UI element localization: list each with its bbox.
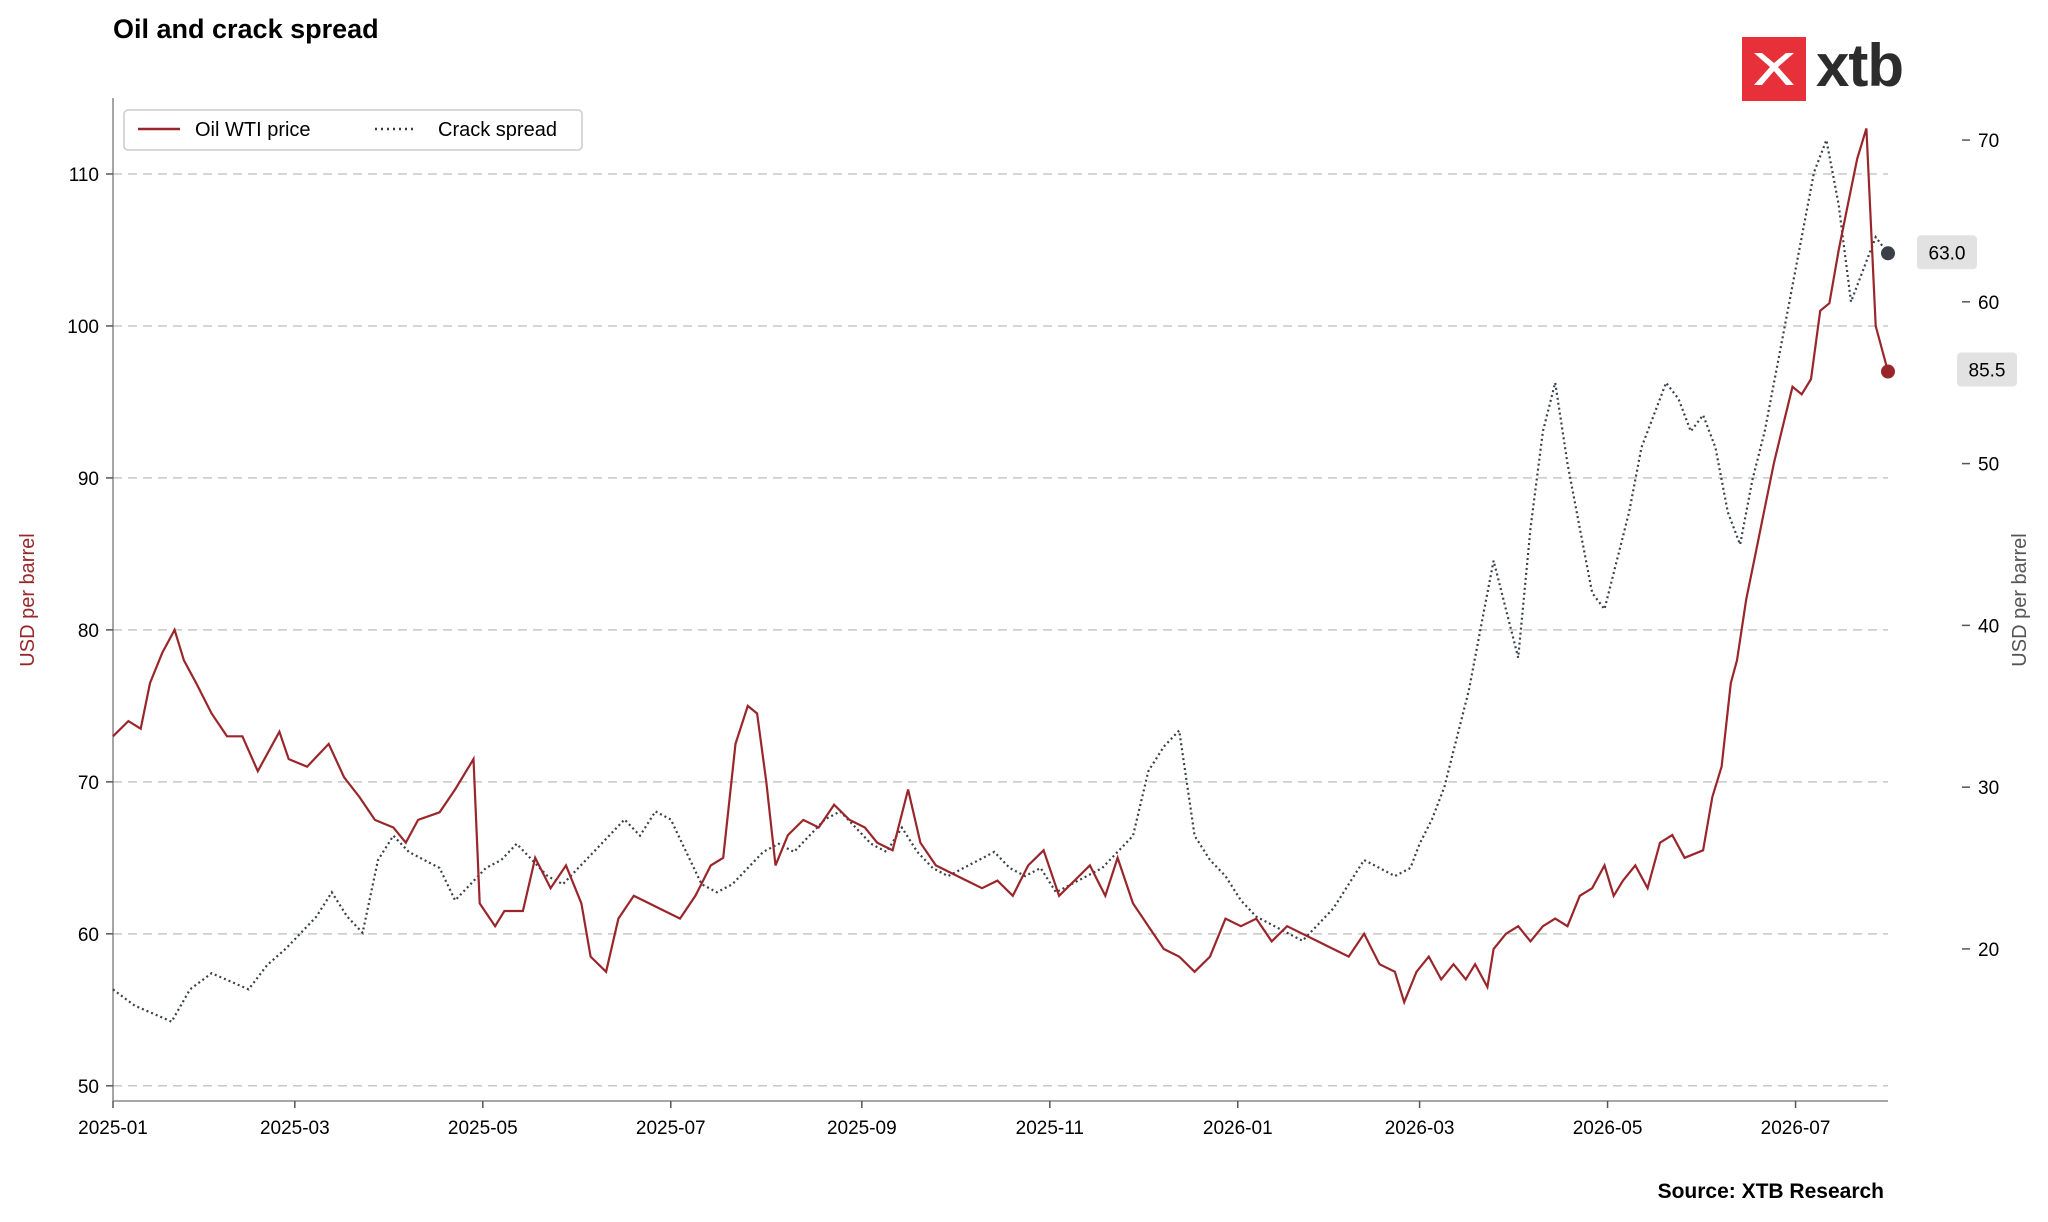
x-tick-label: 2025-03 [260, 1118, 330, 1139]
x-tick-label: 2026-03 [1385, 1118, 1455, 1139]
oil-wti-line [112, 128, 1890, 1006]
left-axis-label: USD per barrel [17, 533, 39, 666]
legend: Oil WTI price Crack spread [123, 109, 583, 151]
oil-end-label-box [1957, 352, 2017, 387]
x-tick-label: 2025-05 [448, 1118, 518, 1139]
crack-end-label-box [1917, 235, 1977, 270]
legend-oil-label: Oil WTI price [195, 119, 311, 141]
x-tick-label: 2025-09 [827, 1118, 897, 1139]
crack-end-marker [1881, 246, 1895, 261]
x-tick-label: 2025-01 [78, 1118, 148, 1139]
right-tick-label: 20 [1978, 940, 1999, 961]
right-axis-ticks: 20 30 40 50 60 70 [1962, 131, 1999, 961]
grid-lines [113, 173, 1888, 1087]
left-tick-label: 90 [78, 469, 99, 490]
left-tick-label: 60 [78, 925, 99, 946]
left-tick-label: 70 [78, 773, 99, 794]
oil-end-marker [1881, 364, 1895, 379]
source-note: Source: XTB Research [1657, 1180, 1884, 1203]
x-tick-label: 2025-07 [636, 1118, 706, 1139]
right-tick-label: 70 [1978, 131, 1999, 152]
x-axis-ticks: 2025-01 2025-03 2025-05 2025-07 2025-09 2025-… [78, 1101, 1830, 1139]
left-axis-ticks: 50 60 70 80 90 100 110 [67, 165, 113, 1098]
right-tick-label: 50 [1978, 455, 1999, 476]
left-tick-label: 100 [67, 317, 99, 338]
left-tick-label: 110 [69, 165, 99, 186]
right-tick-label: 40 [1978, 616, 1999, 637]
xtb-logo-text: xtb [1816, 32, 1904, 99]
x-tick-label: 2026-07 [1761, 1118, 1831, 1139]
x-tick-label: 2026-05 [1573, 1118, 1643, 1139]
oil-end-label-text: 85.5 [1969, 361, 2006, 382]
chart-title: Oil and crack spread [113, 14, 379, 44]
left-tick-label: 50 [78, 1077, 99, 1098]
x-tick-label: 2025-11 [1016, 1118, 1084, 1139]
oil-wti-series [112, 128, 1890, 1006]
legend-box [123, 109, 583, 151]
crack-end-label-text: 63.0 [1929, 243, 1966, 264]
right-tick-label: 60 [1978, 293, 1999, 314]
legend-crack-label: Crack spread [438, 119, 557, 141]
left-tick-label: 80 [78, 621, 99, 642]
xtb-logo: xtb [1742, 32, 1904, 103]
xtb-logo-mark [1742, 37, 1806, 101]
crack-end-label: 63.0 [1917, 235, 1977, 270]
axes [112, 98, 1888, 1102]
right-axis-label: USD per barrel [2009, 533, 2031, 666]
crack-spread-line [112, 136, 1889, 1024]
end-markers: 63.0 85.5 [1881, 235, 2017, 387]
oil-end-label: 85.5 [1957, 352, 2017, 387]
crack-spread-series [112, 136, 1889, 1024]
x-tick-label: 2026-01 [1203, 1118, 1273, 1139]
right-tick-label: 30 [1978, 778, 1999, 799]
